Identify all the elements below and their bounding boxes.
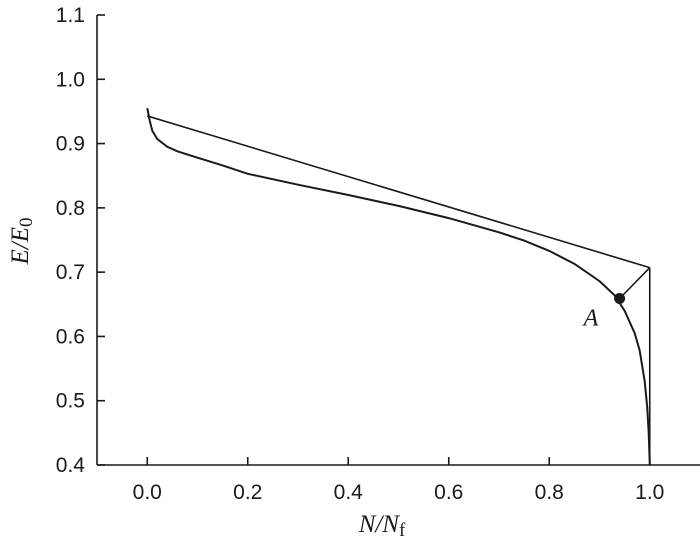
point-a-label: A	[582, 306, 599, 332]
tangent-line	[147, 115, 650, 269]
series-layer	[146, 108, 651, 466]
connector-line	[619, 267, 651, 300]
x-axis-title-main: N/N	[358, 511, 401, 538]
y-tick-label: 1.0	[56, 68, 85, 91]
x-tick-label: 0.2	[233, 481, 262, 504]
y-tick-label: 1.1	[56, 4, 85, 27]
y-axis-title-main: E/E	[7, 227, 34, 266]
y-tick-label: 0.7	[56, 261, 85, 284]
y-axis-title: E/E0	[7, 218, 37, 266]
y-tick-label: 0.9	[56, 133, 85, 156]
y-tick-label: 0.4	[56, 454, 86, 477]
x-tick-label: 1.0	[635, 481, 664, 504]
x-tick-label: 0.6	[434, 481, 463, 504]
y-tick-label: 0.5	[56, 390, 85, 413]
x-tick-label: 0.8	[535, 481, 564, 504]
tick-marks	[97, 14, 651, 466]
point-a-marker	[614, 293, 626, 304]
x-axis-title: N/Nf	[358, 511, 406, 541]
x-axis-title-sub: f	[399, 520, 406, 541]
axes	[96, 15, 700, 466]
annotation-layer: A	[582, 293, 626, 332]
x-tick-label: 0.0	[133, 481, 162, 504]
y-tick-label: 0.6	[56, 325, 85, 348]
y-axis-title-sub: 0	[16, 218, 37, 228]
series-line	[146, 108, 651, 466]
y-tick-label: 0.8	[56, 197, 85, 220]
tick-labels: 0.4 0.5 0.6 0.7 0.8 0.9 1.0 1.1 0.0 0.2 0.4 0.6 0.8 1…	[56, 4, 665, 504]
x-tick-label: 0.4	[334, 481, 364, 504]
